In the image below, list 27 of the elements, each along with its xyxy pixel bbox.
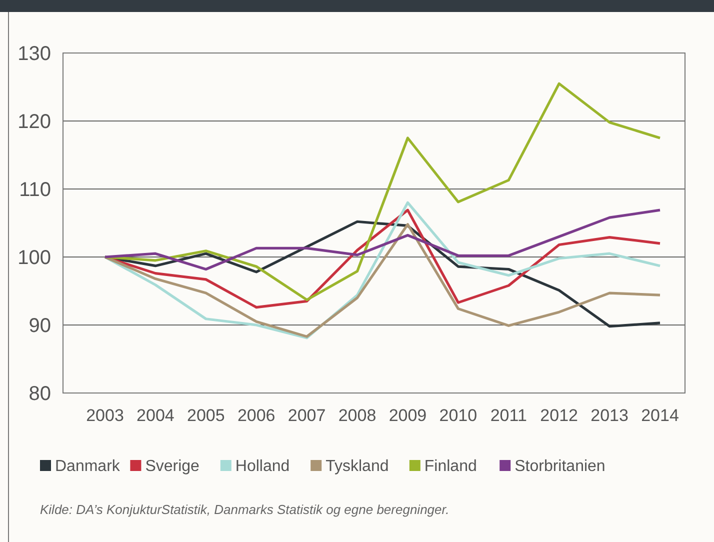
legend-label: Holland xyxy=(235,458,290,475)
legend-label: Finland xyxy=(424,458,477,475)
line-series xyxy=(104,82,662,302)
line-series xyxy=(104,208,662,271)
x-tick-label: 2014 xyxy=(641,406,679,425)
x-tick-label: 2008 xyxy=(338,406,376,425)
x-tick-label: 2007 xyxy=(288,406,326,425)
y-tick-label: 80 xyxy=(28,383,51,405)
text: Kilde: DA’s KonjukturStatistik, Danmarks Statistik og egne beregninger. xyxy=(40,502,450,517)
y-tick-label: 120 xyxy=(18,111,51,133)
x-tick-label: 2005 xyxy=(186,406,225,425)
x-tick-label: 2003 xyxy=(86,406,124,425)
y-tick-label: 100 xyxy=(18,247,51,269)
x-tick-label: 2010 xyxy=(439,406,478,425)
y-tick-label: 90 xyxy=(28,315,51,337)
x-tick-label: 2013 xyxy=(590,406,628,425)
legend-label: Storbritanien xyxy=(514,458,606,475)
legend-label: Tyskland xyxy=(326,458,389,475)
x-tick-label: 2011 xyxy=(490,406,527,425)
y-tick-label: 110 xyxy=(19,179,51,201)
x-tick-label: 2006 xyxy=(237,406,276,425)
y-tick-label: 130 xyxy=(18,43,51,65)
legend-label: Danmark xyxy=(55,458,121,475)
x-tick-label: 2012 xyxy=(540,406,578,425)
x-tick-label: 2004 xyxy=(136,406,174,425)
legend-label: Sverige xyxy=(145,458,200,475)
x-tick-label: 2009 xyxy=(388,406,427,425)
